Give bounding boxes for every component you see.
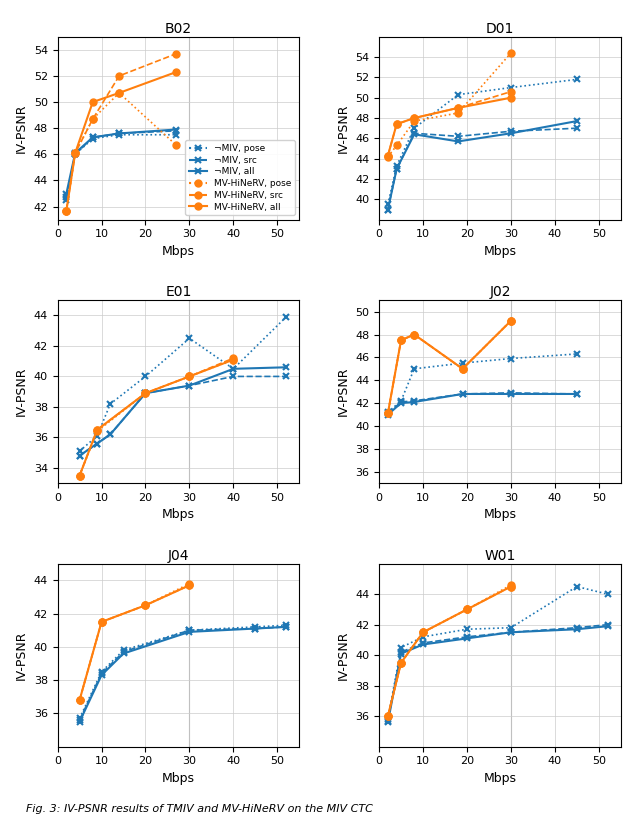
Y-axis label: IV-PSNR: IV-PSNR [337, 104, 349, 153]
Legend: ¬MIV, pose, ¬MIV, src, ¬MIV, all, MV-HiNeRV, pose, MV-HiNeRV, src, MV-HiNeRV, al: ¬MIV, pose, ¬MIV, src, ¬MIV, all, MV-HiN… [185, 140, 295, 215]
Y-axis label: IV-PSNR: IV-PSNR [15, 631, 28, 680]
X-axis label: Mbps: Mbps [162, 245, 195, 258]
Text: Fig. 3: IV-PSNR results of TMIV and MV-HiNeRV on the MIV CTC: Fig. 3: IV-PSNR results of TMIV and MV-H… [26, 804, 372, 814]
Title: B02: B02 [165, 21, 192, 36]
X-axis label: Mbps: Mbps [483, 508, 516, 521]
Y-axis label: IV-PSNR: IV-PSNR [15, 104, 28, 153]
Title: E01: E01 [165, 285, 191, 299]
Title: W01: W01 [484, 548, 516, 562]
Title: D01: D01 [486, 21, 514, 36]
Y-axis label: IV-PSNR: IV-PSNR [15, 367, 28, 416]
Y-axis label: IV-PSNR: IV-PSNR [337, 631, 349, 680]
Y-axis label: IV-PSNR: IV-PSNR [337, 367, 349, 416]
Title: J04: J04 [168, 548, 189, 562]
Title: J02: J02 [489, 285, 511, 299]
X-axis label: Mbps: Mbps [483, 245, 516, 258]
X-axis label: Mbps: Mbps [162, 508, 195, 521]
X-axis label: Mbps: Mbps [483, 772, 516, 785]
X-axis label: Mbps: Mbps [162, 772, 195, 785]
